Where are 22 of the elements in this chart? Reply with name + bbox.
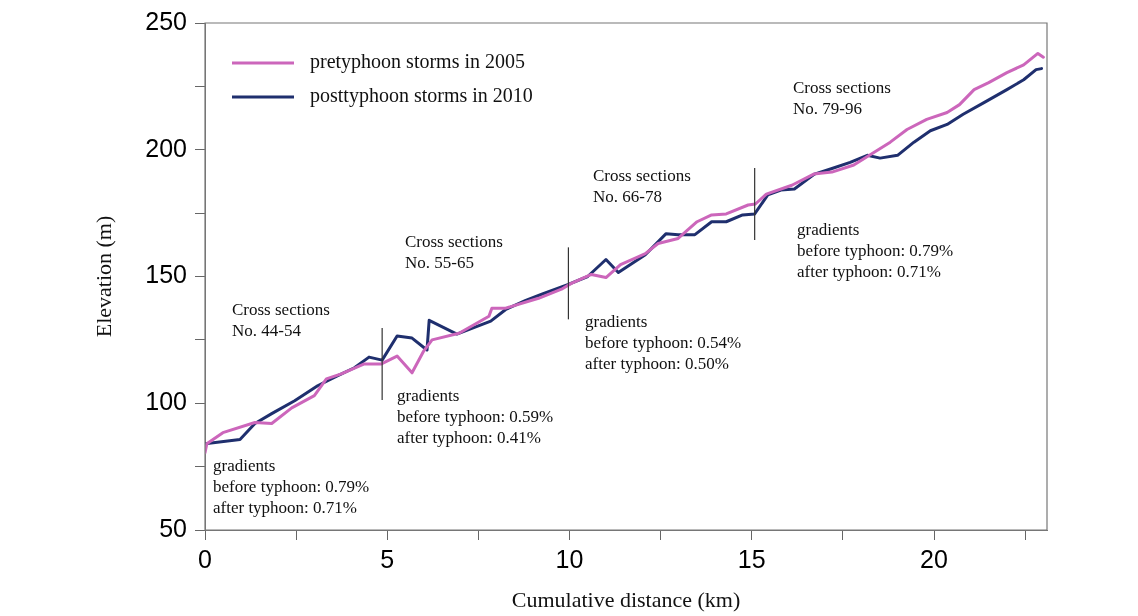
annotation: Cross sections No. 66-78 [593, 165, 691, 206]
annotation: Cross sections No. 79-96 [793, 77, 891, 118]
annotation: gradients before typhoon: 0.79% after typhoon: 0.71% [213, 455, 370, 517]
x-tick-label: 15 [737, 544, 766, 573]
y-axis-title: Elevation (m) [90, 215, 116, 338]
y-tick-label: 100 [145, 387, 187, 416]
annotation: gradients before typhoon: 0.54% after typhoon: 0.50% [585, 311, 742, 373]
legend-label: pretyphoon storms in 2005 [310, 50, 525, 74]
legend-label: posttyphoon storms in 2010 [310, 84, 533, 108]
x-tick-label: 20 [920, 544, 948, 573]
x-tick-label: 0 [198, 544, 212, 573]
y-tick-label: 200 [145, 133, 187, 162]
y-tick-label: 250 [145, 6, 187, 35]
x-tick-label: 5 [380, 544, 395, 573]
y-tick-label: 150 [145, 260, 187, 289]
annotation: gradients before typhoon: 0.59% after typhoon: 0.41% [397, 385, 554, 447]
y-tick-label: 50 [159, 513, 187, 542]
x-axis-title: Cumulative distance (km) [511, 586, 741, 612]
annotation: gradients before typhoon: 0.79% after typhoon: 0.71% [797, 219, 954, 281]
annotation: Cross sections No. 44-54 [232, 299, 330, 340]
annotation: Cross sections No. 55-65 [405, 231, 503, 272]
x-tick-label: 10 [555, 544, 584, 573]
